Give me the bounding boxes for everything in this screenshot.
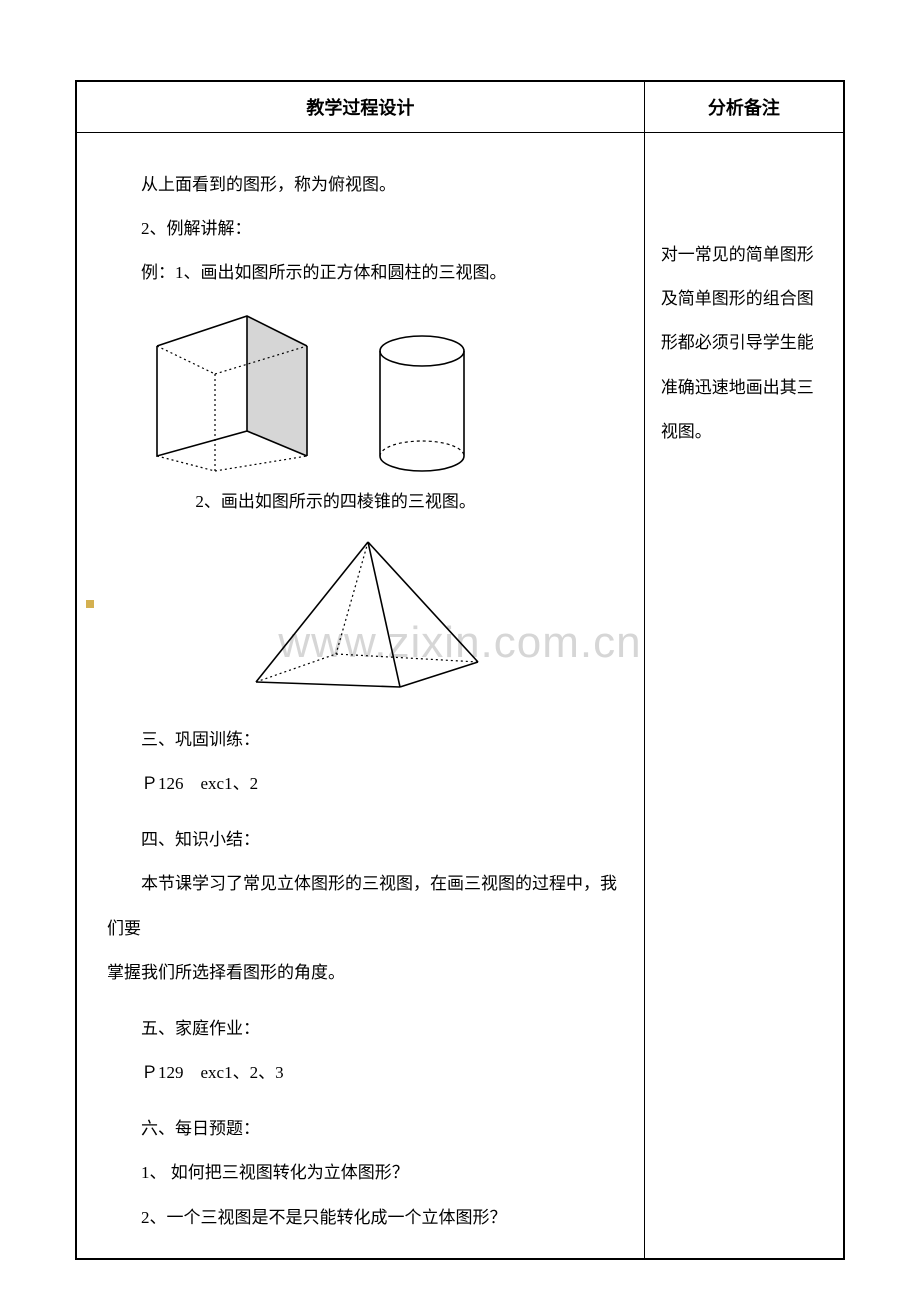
header-side: 分析备注 [644,81,844,133]
spacer [107,995,620,1007]
side-note: 对一常见的简单图形及简单图形的组合图形都必须引导学生能准确迅速地画出其三视图。 [661,233,829,454]
pyramid-figure [228,532,498,702]
paragraph-top-view: 从上面看到的图形，称为俯视图。 [107,163,620,207]
section3-body: Ｐ126 exc1、2 [107,762,620,806]
figure-row-cube-cylinder [107,296,620,480]
side-content-cell: 对一常见的简单图形及简单图形的组合图形都必须引导学生能准确迅速地画出其三视图。 [644,133,844,1259]
section6-title: 六、每日预题： [107,1107,620,1151]
cube-figure [137,306,327,476]
lesson-table: 教学过程设计 分析备注 从上面看到的图形，称为俯视图。 2、例解讲解： 例：1、… [75,80,845,1260]
section5-title: 五、家庭作业： [107,1007,620,1051]
spacer [107,706,620,718]
spacer [107,1095,620,1107]
section6-q2: 2、一个三视图是不是只能转化成一个立体图形？ [107,1196,620,1240]
section3-title: 三、巩固训练： [107,718,620,762]
section6-q1: 1、 如何把三视图转化为立体图形？ [107,1151,620,1195]
spacer [107,806,620,818]
paragraph-example-heading: 2、例解讲解： [107,207,620,251]
section4-body-line2: 掌握我们所选择看图形的角度。 [107,951,620,995]
section4-body-line1: 本节课学习了常见立体图形的三视图，在画三视图的过程中，我们要 [107,862,620,950]
paragraph-example2: 2、画出如图所示的四棱锥的三视图。 [107,480,620,524]
section4-title: 四、知识小结： [107,818,620,862]
decorative-dot [86,600,94,608]
paragraph-example1: 例：1、画出如图所示的正方体和圆柱的三视图。 [107,251,620,295]
cylinder-figure [367,331,477,476]
section5-body: Ｐ129 exc1、2、3 [107,1051,620,1095]
header-main: 教学过程设计 [76,81,644,133]
main-content-cell: 从上面看到的图形，称为俯视图。 2、例解讲解： 例：1、画出如图所示的正方体和圆… [76,133,644,1259]
figure-pyramid-wrap [107,524,620,706]
